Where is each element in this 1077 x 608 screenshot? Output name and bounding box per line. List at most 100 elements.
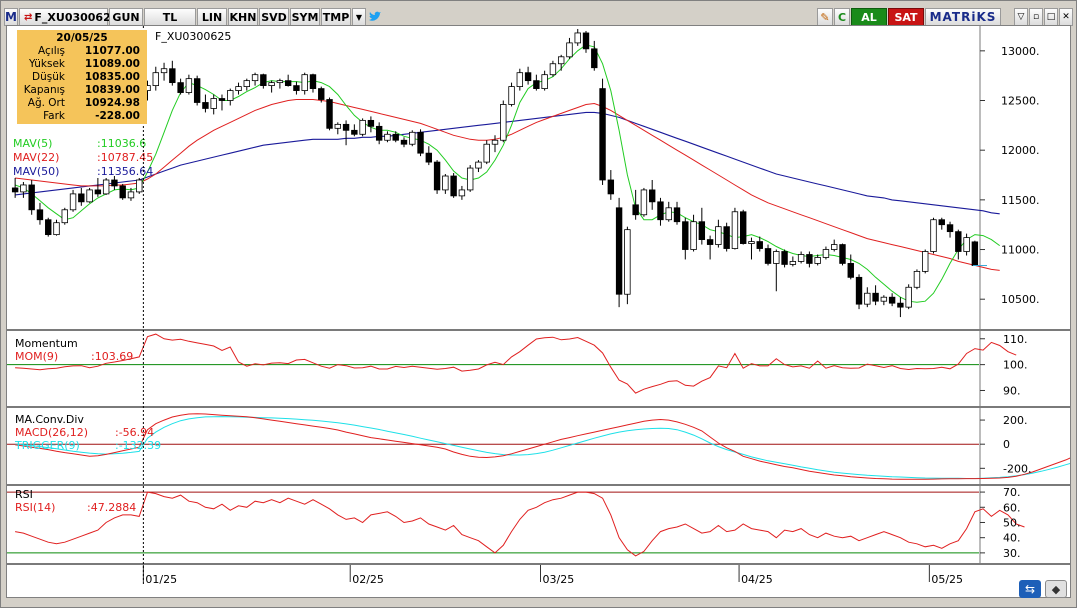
khn-button[interactable]: KHN: [228, 8, 258, 26]
candle-up: [922, 251, 929, 272]
candle-up: [665, 207, 672, 221]
mav-legend-value: :10787.45: [97, 151, 153, 164]
price-tick-label: 10500.: [1001, 293, 1040, 306]
candle-down: [202, 102, 209, 109]
twitter-icon[interactable]: [367, 8, 383, 26]
candle-down: [971, 241, 979, 266]
rsi-tick-label: 50.: [1003, 516, 1021, 529]
candle-down: [657, 201, 664, 221]
save-button[interactable]: SVD: [259, 8, 289, 26]
mav22-line: [15, 99, 1000, 271]
candle-down: [582, 32, 590, 50]
candle-up: [61, 209, 68, 224]
currency-button[interactable]: TL: [144, 8, 196, 26]
candle-down: [764, 248, 772, 264]
swap-icon: ⇄: [24, 11, 33, 23]
candle-up: [127, 191, 135, 199]
candle-down: [284, 80, 292, 87]
candle-up: [930, 219, 937, 252]
candle-down: [119, 185, 126, 199]
mav-legend-value: :11036.6: [97, 137, 146, 150]
info-row: Ağ. Ort 10924.98: [17, 97, 147, 110]
momentum-tick-label: 90.: [1003, 384, 1021, 397]
candle-down: [591, 48, 598, 69]
candle-down: [28, 184, 35, 211]
candle-down: [648, 189, 656, 203]
candle-down: [855, 276, 863, 305]
candle-up: [516, 72, 524, 87]
rsi-line: [15, 491, 1025, 557]
macd-tick-label: 200.: [1003, 414, 1028, 427]
window-minimize-icon[interactable]: ▽: [1014, 8, 1028, 26]
candle-down: [94, 189, 102, 195]
window-close-icon[interactable]: ✕: [1059, 8, 1073, 26]
candle-down: [872, 292, 879, 302]
candle-up: [731, 211, 739, 249]
info-date: 20/05/25: [56, 32, 108, 44]
candle-up: [822, 249, 830, 258]
candle-up: [86, 189, 93, 203]
chart-canvas[interactable]: 13000. 12500. 12000. 11500. 11000. 10500. F_XU…: [7, 26, 1070, 597]
macd-title: MA.Conv.Div: [15, 413, 84, 426]
sell-button[interactable]: SAT: [888, 8, 924, 26]
sync-icon[interactable]: ⇆: [1019, 580, 1041, 598]
matriks-menu-button[interactable]: M: [4, 8, 18, 26]
candle-up: [384, 133, 391, 141]
rsi-tick-label: 40.: [1003, 532, 1021, 545]
info-value: 10924.98: [84, 97, 140, 109]
symbol-button[interactable]: SYM: [290, 8, 320, 26]
toolbar: M ⇄ F_XU0300625 GUN TL LIN KHN SVD SYM T…: [4, 7, 1074, 27]
date-tick-label: 01/25: [145, 573, 177, 586]
candle-up: [880, 296, 888, 302]
template-button[interactable]: TMP: [321, 8, 351, 26]
candle-up: [541, 74, 548, 89]
mav-legend-value: :11356.64: [97, 165, 153, 178]
c-button[interactable]: C: [834, 8, 850, 26]
candle-up: [152, 72, 159, 87]
info-value: 11089.00: [84, 58, 140, 70]
mav50-line: [15, 111, 1000, 215]
candle-up: [53, 222, 60, 236]
candle-up: [789, 261, 797, 265]
price-panel-title: F_XU0300625: [155, 30, 231, 43]
linear-scale-button[interactable]: LIN: [197, 8, 227, 26]
candle-down: [756, 241, 763, 249]
candle-up: [483, 143, 490, 163]
date-tick-label: 03/25: [543, 573, 575, 586]
candle-up: [20, 184, 27, 193]
info-row: Düşük 10835.00: [17, 71, 147, 84]
symbol-selector[interactable]: ⇄ F_XU0300625: [19, 8, 118, 26]
candle-down: [375, 125, 383, 141]
momentum-tick-label: 110.: [1003, 333, 1028, 346]
dropdown-icon[interactable]: ▼: [352, 8, 366, 26]
pencil-icon[interactable]: ✎: [817, 8, 833, 26]
candle-up: [566, 42, 573, 58]
buy-button[interactable]: AL: [851, 8, 887, 26]
matriks-logo: MATRiKS: [925, 8, 1001, 26]
candle-down: [433, 161, 441, 191]
candle-up: [508, 86, 515, 105]
candle-down: [11, 187, 19, 193]
candle-down: [326, 99, 333, 129]
candle-up: [557, 56, 565, 65]
info-key: Ağ. Ort: [27, 97, 65, 109]
info-key: Açılış: [38, 45, 65, 57]
period-button[interactable]: GUN: [109, 8, 143, 26]
candle-up: [814, 257, 821, 264]
mav-legend-name: MAV(22): [13, 151, 59, 164]
chart-area[interactable]: 13000. 12500. 12000. 11500. 11000. 10500. F_XU…: [6, 25, 1071, 598]
candle-down: [318, 88, 325, 100]
candle-down: [111, 179, 118, 187]
candle-up: [409, 131, 416, 145]
navigate-icon[interactable]: ◆: [1045, 580, 1067, 598]
price-tick-label: 12500.: [1001, 95, 1040, 108]
window-maximize-icon[interactable]: □: [1044, 8, 1058, 26]
candle-down: [839, 244, 846, 264]
rsi-legend-name: RSI(14): [15, 501, 55, 514]
window-restore-icon[interactable]: ▫: [1029, 8, 1043, 26]
candle-up: [301, 74, 308, 91]
momentum-tick-label: 100.: [1003, 359, 1028, 372]
momentum-line: [15, 333, 1017, 394]
candle-up: [864, 292, 871, 305]
